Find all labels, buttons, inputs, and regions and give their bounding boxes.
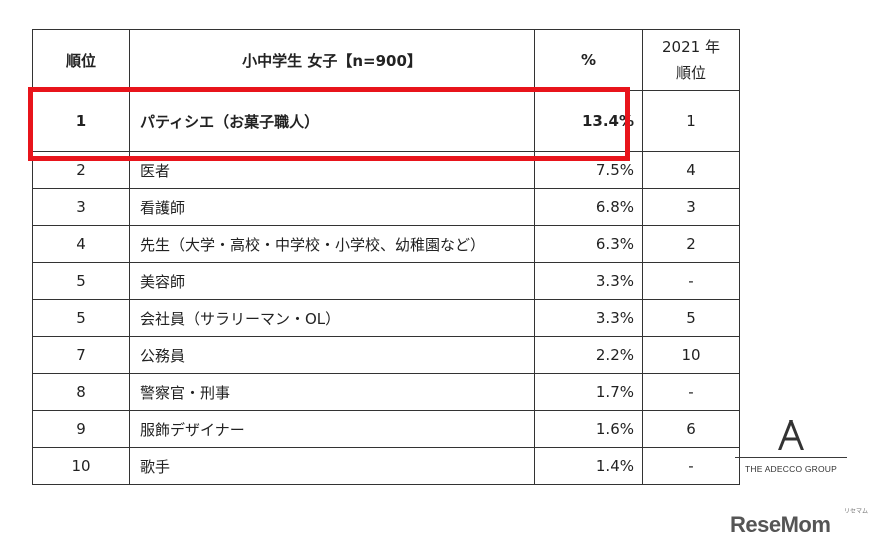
table-row: 5 美容師 3.3% -: [32, 262, 740, 300]
row-job: 警察官・刑事: [129, 373, 535, 411]
header-prev-year-line1: 2021 年: [662, 38, 720, 56]
row-prev-rank: 2: [642, 225, 740, 263]
header-prev-year-rank: 2021 年 順位: [642, 29, 740, 91]
row-percent: 7.5%: [534, 151, 643, 189]
row-percent: 1.4%: [534, 447, 643, 485]
header-job: 小中学生 女子【n=900】: [129, 29, 535, 91]
row-percent: 1.6%: [534, 410, 643, 448]
row-job: 歌手: [129, 447, 535, 485]
row-prev-rank: 10: [642, 336, 740, 374]
row-percent: 2.2%: [534, 336, 643, 374]
row-prev-rank: 6: [642, 410, 740, 448]
table-row: 10 歌手 1.4% -: [32, 447, 740, 485]
adecco-divider: [735, 457, 847, 458]
row-percent: 13.4%: [534, 90, 643, 152]
row-rank: 5: [32, 299, 130, 337]
table-header-row: 順位 小中学生 女子【n=900】 % 2021 年 順位: [32, 29, 740, 91]
header-rank: 順位: [32, 29, 130, 91]
row-percent: 3.3%: [534, 262, 643, 300]
adecco-logo-text: THE ADECCO GROUP: [745, 464, 837, 474]
row-rank: 3: [32, 188, 130, 226]
adecco-group-logo: THE ADECCO GROUP: [735, 420, 847, 474]
row-job: 会社員（サラリーマン・OL）: [129, 299, 535, 337]
ranking-table: 順位 小中学生 女子【n=900】 % 2021 年 順位 1 パティシエ（お菓…: [32, 29, 740, 485]
row-rank: 9: [32, 410, 130, 448]
row-percent: 6.8%: [534, 188, 643, 226]
row-job: 先生（大学・高校・中学校・小学校、幼稚園など）: [129, 225, 535, 263]
table-row: 5 会社員（サラリーマン・OL） 3.3% 5: [32, 299, 740, 337]
table-row: 2 医者 7.5% 4: [32, 151, 740, 189]
row-percent: 1.7%: [534, 373, 643, 411]
row-rank: 1: [32, 90, 130, 152]
row-prev-rank: 3: [642, 188, 740, 226]
table-row: 1 パティシエ（お菓子職人） 13.4% 1: [32, 90, 740, 152]
row-prev-rank: 5: [642, 299, 740, 337]
row-percent: 6.3%: [534, 225, 643, 263]
row-prev-rank: -: [642, 262, 740, 300]
row-rank: 4: [32, 225, 130, 263]
table-row: 8 警察官・刑事 1.7% -: [32, 373, 740, 411]
table-row: 4 先生（大学・高校・中学校・小学校、幼稚園など） 6.3% 2: [32, 225, 740, 263]
row-job: 公務員: [129, 336, 535, 374]
row-job: 美容師: [129, 262, 535, 300]
row-job: パティシエ（お菓子職人）: [129, 90, 535, 152]
row-rank: 7: [32, 336, 130, 374]
table-row: 9 服飾デザイナー 1.6% 6: [32, 410, 740, 448]
adecco-a-icon: [778, 420, 804, 450]
row-job: 服飾デザイナー: [129, 410, 535, 448]
row-prev-rank: 4: [642, 151, 740, 189]
row-rank: 8: [32, 373, 130, 411]
header-percent: %: [534, 29, 643, 91]
resemom-kana: リセマム: [844, 508, 869, 515]
row-job: 看護師: [129, 188, 535, 226]
row-prev-rank: 1: [642, 90, 740, 152]
row-prev-rank: -: [642, 373, 740, 411]
row-rank: 2: [32, 151, 130, 189]
header-prev-year-line2: 順位: [675, 64, 706, 82]
resemom-logo: リセマム ReseMom: [730, 508, 870, 552]
row-job: 医者: [129, 151, 535, 189]
row-rank: 5: [32, 262, 130, 300]
table-row: 7 公務員 2.2% 10: [32, 336, 740, 374]
row-percent: 3.3%: [534, 299, 643, 337]
resemom-logo-text: ReseMom: [730, 512, 831, 537]
row-prev-rank: -: [642, 447, 740, 485]
row-rank: 10: [32, 447, 130, 485]
table-row: 3 看護師 6.8% 3: [32, 188, 740, 226]
